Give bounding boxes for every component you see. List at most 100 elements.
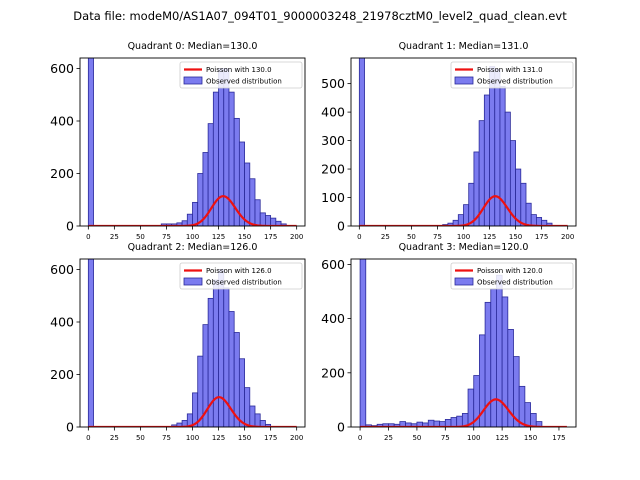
histogram-bar [192,201,199,226]
histogram-bar [223,68,230,226]
y-tick-label: 400 [321,311,345,326]
legend-box [179,262,303,290]
histogram-bar [518,385,526,427]
legend-poisson-label: Poisson with 120.0 [477,267,543,275]
y-tick-label: 0 [66,420,74,435]
histogram-bar [249,178,256,226]
x-tick-label: 150 [509,233,522,241]
x-tick-label: 25 [110,434,119,442]
histogram-bar [494,68,501,226]
histogram-bar [233,332,240,427]
legend-poisson-label: Poisson with 130.0 [206,66,272,74]
x-tick-label: 100 [457,233,470,241]
histogram-bar [218,269,225,427]
x-tick-label: 175 [264,434,277,442]
x-tick-label: 125 [212,233,225,241]
histogram-bar [270,217,277,226]
subplot-grid: Quadrant 0: Median=130.0 0 25 50 75 100 125 150… [50,41,577,442]
histogram-bar [444,419,452,427]
histogram-bar [463,204,470,226]
legend-poisson-label: Poisson with 126.0 [206,267,272,275]
y-tick-label: 0 [337,420,345,435]
y-tick-label: 500 [321,76,345,91]
x-tick-label: 0 [357,233,361,241]
legend-observed-swatch [454,76,474,85]
histogram-bar [359,259,367,427]
legend-observed-label: Observed distribution [477,78,553,86]
x-tick-label: 0 [358,434,362,442]
legend-observed-swatch [183,76,203,85]
quadrant-1-data [358,58,568,226]
legend: Poisson with 130.0 Observed distribution [179,61,303,89]
histogram-bar [456,415,463,427]
quadrant-0-plot: Quadrant 0: Median=130.0 0 25 50 75 100 125 150… [50,41,306,241]
histogram-bar [265,423,272,427]
x-tick-label: 175 [264,233,277,241]
x-tick-label: 200 [290,434,303,442]
x-tick-label: 175 [552,434,565,442]
x-tick-label: 25 [384,434,393,442]
quadrant-3-plot: Quadrant 3: Median=120.0 0 25 50 75 100 125 150… [321,242,577,442]
x-tick-label: 0 [86,434,90,442]
y-tick-label: 200 [50,166,74,181]
histogram-bar [520,182,527,226]
quadrant-3-data [359,259,567,427]
histogram-bar [259,420,266,427]
x-tick-label: 0 [86,233,90,241]
legend-observed-label: Observed distribution [477,279,553,287]
x-tick-label: 75 [162,233,171,241]
x-tick-label: 50 [412,434,421,442]
histogram-bar [515,168,522,226]
x-tick-label: 125 [495,434,508,442]
y-tick-label: 100 [321,190,345,205]
y-tick-label: 300 [321,133,345,148]
histogram-bar [358,58,365,226]
histogram-bar [457,214,464,226]
legend-observed-label: Observed distribution [206,78,282,86]
quadrant-1-title: Quadrant 1: Median=131.0 [399,41,529,52]
x-tick-label: 200 [561,233,574,241]
legend-poisson-label: Poisson with 131.0 [477,66,543,74]
x-tick-label: 200 [290,233,303,241]
histogram-bar [259,212,266,226]
histogram-bar [265,215,272,226]
y-tick-label: 400 [321,105,345,120]
x-tick-label: 75 [162,434,171,442]
y-tick-label: 600 [50,262,74,277]
figure-title: Data file: modeM0/AS1A07_094T01_90000032… [73,9,567,23]
x-tick-label: 150 [524,434,537,442]
poisson-fit-line [360,398,567,427]
quadrant-2-plot: Quadrant 2: Median=126.0 0 25 50 75 100 125 150… [50,242,306,442]
legend: Poisson with 126.0 Observed distribution [179,262,303,290]
x-tick-label: 50 [136,434,145,442]
histogram-bar [244,162,251,226]
histogram-bar [490,288,497,427]
legend-box [450,262,574,290]
legend-observed-swatch [183,277,203,286]
histogram-bar [212,279,219,427]
histogram-bar [530,413,537,427]
y-tick-label: 200 [50,367,74,382]
y-tick-label: 200 [321,162,345,177]
x-tick-label: 75 [433,233,442,241]
histogram-bar [524,402,531,427]
histogram-bar [238,358,245,427]
x-tick-label: 100 [467,434,480,442]
histogram-bar [212,91,219,226]
x-tick-label: 100 [186,434,199,442]
legend-observed-label: Observed distribution [206,279,282,287]
histogram-bar [87,58,94,226]
x-tick-label: 75 [441,434,450,442]
x-tick-label: 125 [483,233,496,241]
y-tick-label: 400 [50,315,74,330]
histogram-bar [450,417,458,427]
quadrant-3-title: Quadrant 3: Median=120.0 [399,242,529,253]
histogram-bar [530,214,537,226]
y-tick-label: 600 [50,61,74,76]
axes-frame [350,258,577,428]
x-tick-label: 25 [110,233,119,241]
y-tick-label: 0 [337,219,345,234]
x-tick-label: 50 [136,233,145,241]
legend-box [179,61,303,89]
